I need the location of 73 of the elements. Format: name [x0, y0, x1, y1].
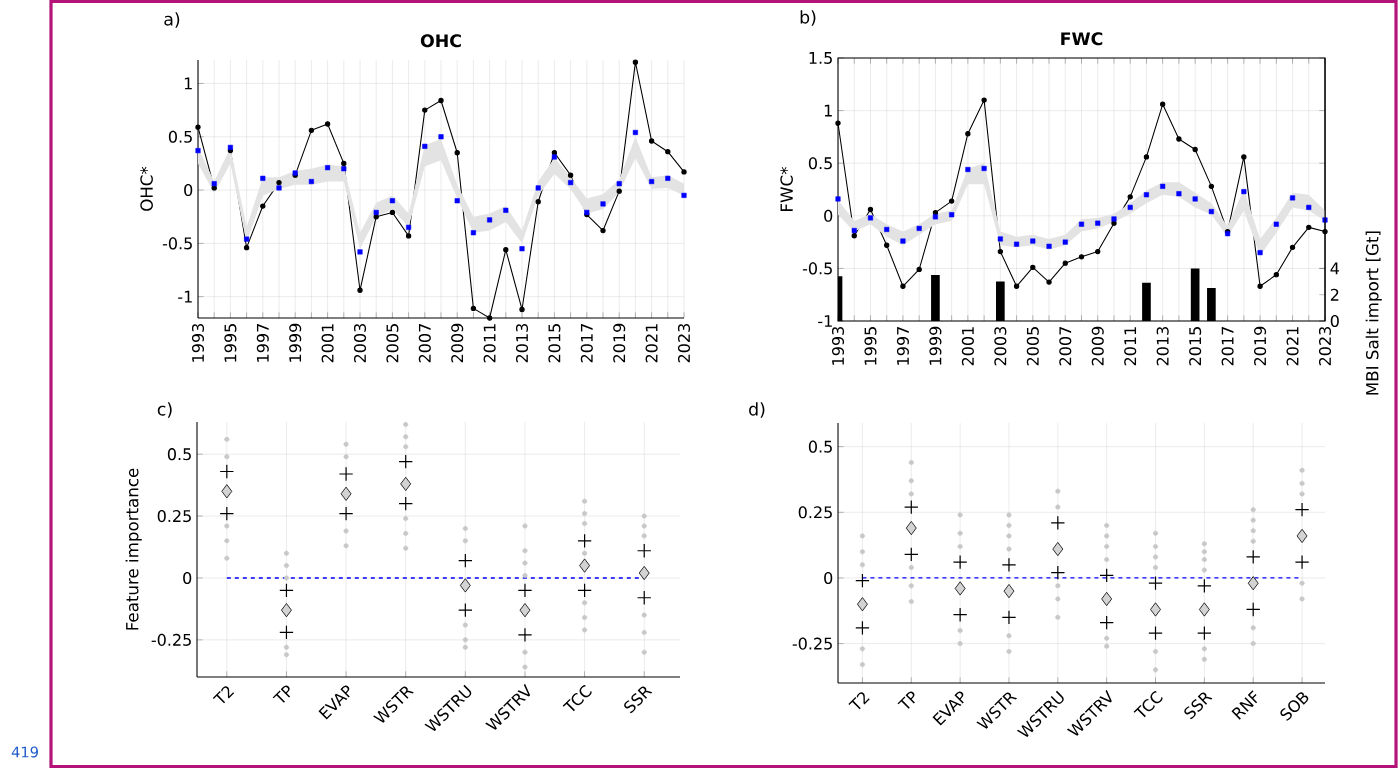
- x-tick-label: 1997: [896, 327, 909, 365]
- text: b): [800, 10, 816, 26]
- x-tick-label: 2023: [1318, 327, 1332, 366]
- y-tick-label: 0: [824, 571, 833, 585]
- x-tick-label: SSR: [624, 686, 653, 714]
- x-tick-label: T2: [212, 686, 235, 704]
- x-tick-label: 2015: [1189, 327, 1202, 366]
- x-tick-label: 2005: [386, 324, 399, 363]
- y-tick-label: -1: [818, 315, 832, 327]
- x-tick-label: 2019: [613, 323, 626, 363]
- y-tick-label: 0.5: [808, 157, 832, 170]
- x-tick-label: 2003: [353, 324, 367, 363]
- x-tick-label: 2007: [1059, 327, 1072, 366]
- x-tick-label: 1997: [256, 324, 269, 362]
- x-tick-label: 2001: [961, 327, 974, 366]
- y2-tick-label: 2: [1330, 288, 1339, 301]
- x-tick-label: 2019: [1254, 326, 1267, 366]
- x-tick-label: 2001: [321, 324, 334, 363]
- x-tick-label: 2021: [645, 324, 658, 363]
- y-tick-label: 1.5: [809, 52, 832, 64]
- x-tick-label: 1993: [831, 327, 845, 365]
- x-tick-label: 2009: [1091, 326, 1104, 366]
- text: d): [749, 402, 765, 418]
- x-tick-label: 2005: [1026, 327, 1039, 366]
- x-tick-label: 2007: [418, 324, 431, 363]
- x-tick-label: TCC: [562, 685, 592, 712]
- x-tick-label: 1995: [224, 324, 237, 362]
- y-tick-label: -0.25: [151, 633, 191, 646]
- x-tick-label: 2011: [483, 324, 496, 363]
- y-tick-label: -0.25: [792, 637, 832, 650]
- y-tick-label: 0: [824, 209, 833, 222]
- y-tick-label: 0.5: [168, 130, 192, 143]
- x-tick-label: 2023: [677, 324, 691, 363]
- y-tick-label: -1: [178, 290, 192, 303]
- x-tick-label: TP: [897, 691, 915, 709]
- y-tick-label: 1: [824, 104, 832, 117]
- x-tick-label: T2: [848, 692, 870, 710]
- y-tick-label: 0.5: [808, 440, 832, 453]
- x-tick-label: 1999: [289, 323, 302, 362]
- x-tick-label: 2013: [515, 324, 529, 363]
- text: 419: [11, 746, 38, 758]
- chart-title: FWC: [1061, 32, 1103, 46]
- text: a): [164, 12, 180, 28]
- y2-axis-title: MBI Salt import [Gt]: [1365, 231, 1382, 395]
- x-tick-label: 2003: [994, 327, 1007, 366]
- x-tick-label: SSR: [1184, 692, 1213, 720]
- x-tick-label: 1999: [929, 326, 942, 365]
- y2-tick-label: 4: [1330, 262, 1340, 275]
- y-tick-label: 0.25: [798, 506, 832, 519]
- y-axis-title: Feature importance: [125, 468, 142, 630]
- x-tick-label: TCC: [1133, 691, 1163, 718]
- x-tick-label: TP: [272, 685, 291, 703]
- x-tick-label: 2015: [548, 324, 561, 363]
- y-axis-title: FWC*: [780, 166, 793, 211]
- y-tick-label: 0.25: [157, 510, 191, 523]
- chart-title: OHC: [420, 34, 461, 48]
- y-axis-title: OHC*: [140, 166, 153, 211]
- y-tick-label: 0: [184, 184, 193, 197]
- y-tick-label: -0.5: [162, 237, 192, 250]
- x-tick-label: 2021: [1286, 327, 1299, 366]
- y-tick-label: 0.5: [167, 448, 191, 461]
- x-tick-label: 2009: [451, 323, 464, 363]
- y-tick-label: -0.5: [802, 262, 832, 275]
- y-tick-label: 1: [184, 77, 192, 90]
- y2-tick-label: 0: [1330, 314, 1339, 328]
- x-tick-label: 2013: [1156, 327, 1169, 366]
- x-tick-label: 1993: [191, 324, 205, 362]
- x-tick-label: 2017: [580, 324, 593, 363]
- text: c): [157, 402, 172, 418]
- x-tick-label: 1995: [864, 327, 877, 365]
- y-tick-label: 0: [183, 571, 192, 585]
- x-tick-label: 2011: [1124, 327, 1137, 366]
- x-tick-label: 2017: [1221, 327, 1234, 366]
